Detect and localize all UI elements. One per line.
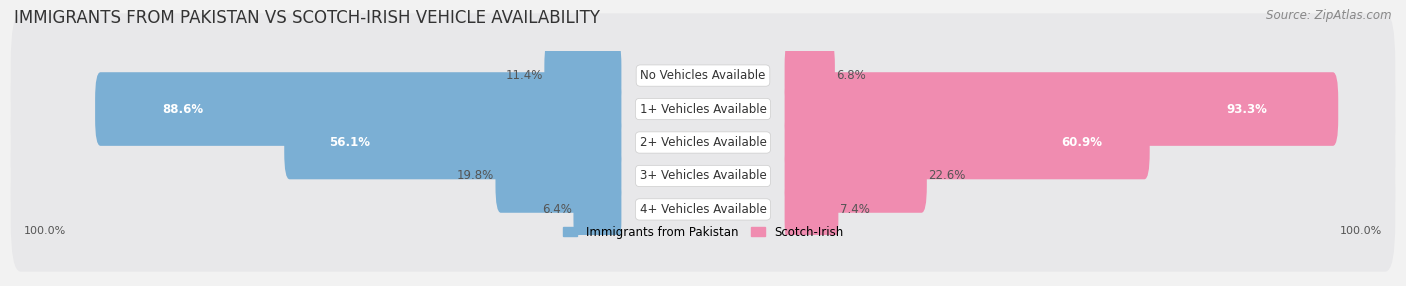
Text: 19.8%: 19.8% xyxy=(457,170,494,182)
FancyBboxPatch shape xyxy=(11,80,1395,205)
Text: 11.4%: 11.4% xyxy=(506,69,543,82)
Text: 1+ Vehicles Available: 1+ Vehicles Available xyxy=(640,103,766,116)
Text: 2+ Vehicles Available: 2+ Vehicles Available xyxy=(640,136,766,149)
FancyBboxPatch shape xyxy=(495,139,621,213)
FancyBboxPatch shape xyxy=(284,106,621,179)
Text: 7.4%: 7.4% xyxy=(839,203,869,216)
FancyBboxPatch shape xyxy=(785,39,835,112)
Text: 4+ Vehicles Available: 4+ Vehicles Available xyxy=(640,203,766,216)
Text: No Vehicles Available: No Vehicles Available xyxy=(640,69,766,82)
Text: IMMIGRANTS FROM PAKISTAN VS SCOTCH-IRISH VEHICLE AVAILABILITY: IMMIGRANTS FROM PAKISTAN VS SCOTCH-IRISH… xyxy=(14,9,600,27)
FancyBboxPatch shape xyxy=(785,139,927,213)
Text: Source: ZipAtlas.com: Source: ZipAtlas.com xyxy=(1267,9,1392,21)
FancyBboxPatch shape xyxy=(11,147,1395,272)
Text: 3+ Vehicles Available: 3+ Vehicles Available xyxy=(640,170,766,182)
Text: 100.0%: 100.0% xyxy=(1340,227,1382,237)
FancyBboxPatch shape xyxy=(785,72,1339,146)
FancyBboxPatch shape xyxy=(96,72,621,146)
Text: 93.3%: 93.3% xyxy=(1227,103,1268,116)
Text: 100.0%: 100.0% xyxy=(24,227,66,237)
Legend: Immigrants from Pakistan, Scotch-Irish: Immigrants from Pakistan, Scotch-Irish xyxy=(558,221,848,243)
FancyBboxPatch shape xyxy=(11,13,1395,138)
FancyBboxPatch shape xyxy=(785,173,838,246)
FancyBboxPatch shape xyxy=(11,114,1395,238)
FancyBboxPatch shape xyxy=(785,106,1150,179)
Text: 22.6%: 22.6% xyxy=(928,170,966,182)
Text: 60.9%: 60.9% xyxy=(1060,136,1102,149)
Text: 6.8%: 6.8% xyxy=(837,69,866,82)
FancyBboxPatch shape xyxy=(574,173,621,246)
Text: 6.4%: 6.4% xyxy=(543,203,572,216)
FancyBboxPatch shape xyxy=(544,39,621,112)
FancyBboxPatch shape xyxy=(11,47,1395,171)
Text: 56.1%: 56.1% xyxy=(329,136,370,149)
Text: 88.6%: 88.6% xyxy=(162,103,204,116)
